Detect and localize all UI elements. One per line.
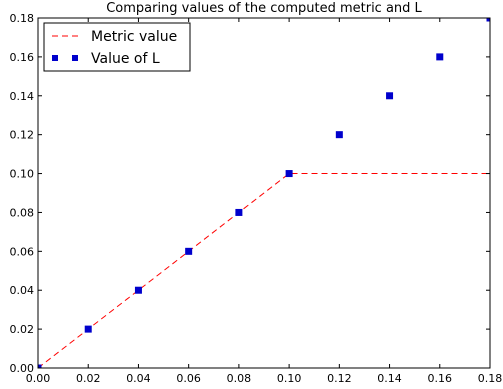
y-tick-label: 0.12 xyxy=(10,129,35,142)
x-tick-label: 0.06 xyxy=(176,372,201,385)
series-value-of-l-point xyxy=(335,131,343,139)
y-tick-label: 0.04 xyxy=(10,284,35,297)
series-metric-value-line xyxy=(38,173,490,368)
legend-swatch-value-of-l-2 xyxy=(72,55,78,61)
series-value-of-l-point xyxy=(436,53,444,61)
x-tick-label: 0.14 xyxy=(377,372,402,385)
x-tick-label: 0.18 xyxy=(478,372,503,385)
series-value-of-l-point xyxy=(134,286,142,294)
series-value-of-l-point xyxy=(38,364,42,368)
legend-swatch-value-of-l-1 xyxy=(52,55,58,61)
y-tick-label: 0.08 xyxy=(10,206,35,219)
y-tick-label: 0.18 xyxy=(10,12,35,25)
x-tick-label: 0.10 xyxy=(277,372,302,385)
series-value-of-l-point xyxy=(84,325,92,333)
legend: Metric value Value of L xyxy=(43,22,191,72)
series-value-of-l-point xyxy=(235,208,243,216)
legend-label-metric-value: Metric value xyxy=(91,29,177,45)
chart-title: Comparing values of the computed metric … xyxy=(106,1,422,16)
x-tick-label: 0.16 xyxy=(428,372,453,385)
y-tick-label: 0.06 xyxy=(10,245,35,258)
y-tick-label: 0.16 xyxy=(10,51,35,64)
x-tick-label: 0.08 xyxy=(227,372,252,385)
y-tick-label: 0.00 xyxy=(10,362,35,375)
x-tick-label: 0.04 xyxy=(126,372,151,385)
x-tick-label: 0.02 xyxy=(76,372,101,385)
legend-label-value-of-l: Value of L xyxy=(91,51,160,67)
x-tick-label: 0.00 xyxy=(26,372,51,385)
x-tick-label: 0.12 xyxy=(327,372,352,385)
y-tick-label: 0.10 xyxy=(10,168,35,181)
series-value-of-l-point xyxy=(285,170,293,178)
legend-box xyxy=(43,22,191,72)
series-value-of-l-point xyxy=(386,92,394,100)
plot-area-frame xyxy=(37,17,491,369)
y-tick-label: 0.02 xyxy=(10,323,35,336)
series-value-of-l-point xyxy=(185,247,193,255)
series-value-of-l-point xyxy=(486,18,490,22)
y-tick-label: 0.14 xyxy=(10,90,35,103)
